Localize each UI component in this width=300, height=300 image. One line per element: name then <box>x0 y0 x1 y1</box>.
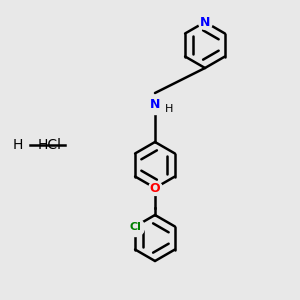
Text: Cl: Cl <box>129 221 141 232</box>
Text: O: O <box>150 182 160 194</box>
Text: H: H <box>13 138 23 152</box>
Text: HCl: HCl <box>38 138 62 152</box>
Text: N: N <box>200 16 210 28</box>
Text: N: N <box>150 98 160 112</box>
Text: H: H <box>165 104 173 114</box>
